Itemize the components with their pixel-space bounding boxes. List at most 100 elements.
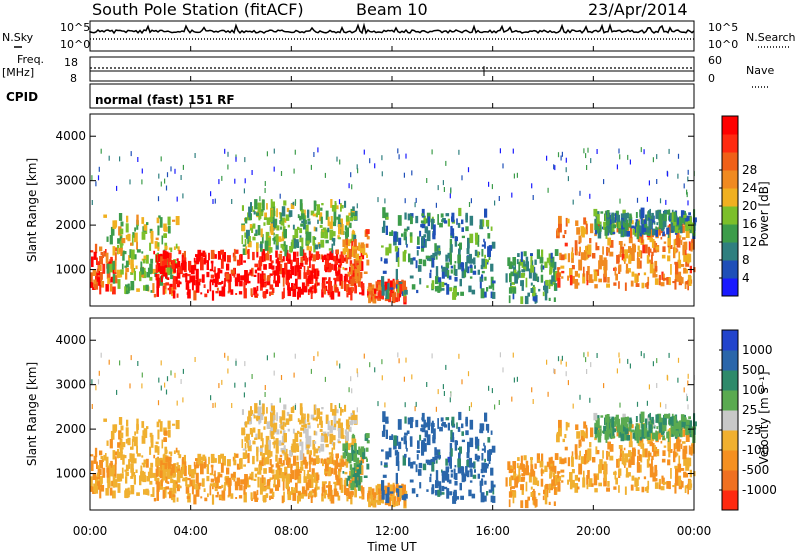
velocity-cell	[621, 457, 625, 465]
velocity-cell	[217, 486, 222, 489]
velocity-cell	[105, 456, 109, 468]
power-cell	[360, 271, 363, 279]
velocity-cell	[623, 433, 627, 441]
velocity-cell	[130, 355, 132, 361]
velocity-cell	[91, 460, 94, 471]
power-cell	[621, 246, 625, 257]
velocity-cell	[385, 493, 388, 504]
velocity-cell	[324, 491, 327, 499]
noise-right-tick-bottom: 10^0	[708, 38, 738, 51]
power-cell	[350, 263, 353, 275]
power-cell	[502, 163, 504, 169]
power-cell	[259, 244, 263, 248]
power-cell	[448, 275, 452, 280]
power-cell	[381, 286, 385, 296]
power-cell	[288, 269, 292, 279]
velocity-cell	[518, 466, 521, 476]
power-cell	[254, 263, 259, 268]
power-cell	[603, 221, 606, 230]
power-cell	[457, 222, 461, 228]
velocity-cell	[652, 432, 656, 440]
power-cell	[456, 218, 458, 225]
colorbar-segment	[722, 278, 738, 297]
velocity-cell	[161, 469, 166, 479]
power-cell	[616, 214, 620, 222]
velocity-cell	[392, 484, 396, 493]
power-cell	[161, 265, 166, 275]
power-cell	[628, 255, 632, 264]
velocity-cell	[263, 468, 267, 474]
velocity-cell	[333, 442, 336, 450]
power-cell	[491, 241, 496, 249]
velocity-cell	[381, 430, 386, 437]
velocity-cell	[93, 483, 97, 492]
power-y-axis-label: Slant Range [km]	[25, 158, 39, 262]
power-cell	[465, 262, 468, 273]
velocity-cell	[110, 460, 113, 468]
velocity-cell	[355, 448, 357, 458]
power-cell	[421, 246, 425, 252]
velocity-cell	[342, 443, 346, 452]
power-cell	[492, 280, 496, 284]
velocity-cell	[351, 480, 356, 488]
velocity-cell	[530, 464, 534, 472]
power-cell	[664, 209, 668, 214]
power-cell	[595, 269, 600, 276]
velocity-cell	[664, 413, 668, 418]
power-cell	[445, 160, 447, 166]
power-cell	[649, 208, 651, 217]
power-cell	[322, 255, 324, 263]
nsearch-label: N.Search	[746, 31, 796, 44]
power-cell	[484, 276, 487, 281]
power-cell	[276, 225, 280, 231]
power-cell	[281, 206, 286, 217]
power-cell	[330, 249, 334, 261]
velocity-cell	[100, 479, 103, 485]
velocity-cell	[353, 453, 358, 462]
power-cell	[354, 280, 357, 287]
power-cell	[292, 288, 297, 297]
velocity-cell	[278, 457, 282, 464]
power-cell	[384, 298, 389, 302]
velocity-cell	[267, 441, 271, 450]
power-cell	[620, 246, 624, 250]
velocity-cell	[153, 497, 157, 502]
power-cell	[294, 200, 296, 206]
power-cell	[647, 276, 650, 286]
power-cell	[331, 205, 335, 212]
velocity-cell	[660, 440, 663, 444]
velocity-cell	[548, 457, 552, 469]
power-cell	[209, 268, 213, 272]
velocity-cell	[139, 475, 142, 486]
power-cell	[220, 249, 224, 255]
power-cell	[258, 260, 262, 271]
velocity-cell	[598, 464, 602, 474]
velocity-cell	[415, 401, 417, 407]
power-cell	[553, 271, 557, 282]
power-cell	[320, 207, 323, 211]
power-cell	[668, 232, 671, 238]
power-cell	[405, 153, 407, 159]
power-cell	[651, 254, 653, 264]
velocity-cell	[90, 476, 93, 488]
velocity-cell	[673, 443, 676, 453]
power-cell	[648, 259, 652, 263]
velocity-cell	[167, 461, 170, 471]
power-cell	[459, 278, 462, 287]
power-cell	[98, 265, 102, 272]
colorbar-tick-label: 500	[742, 363, 765, 377]
colorbar-segment	[722, 116, 738, 135]
power-cell	[255, 212, 260, 216]
velocity-cell	[680, 414, 685, 422]
power-cell	[161, 235, 164, 245]
power-cell	[201, 252, 205, 257]
power-cell	[578, 251, 581, 256]
power-cell	[304, 258, 308, 265]
velocity-cell	[438, 481, 442, 487]
power-cell	[395, 297, 399, 303]
power-cell	[345, 255, 349, 264]
power-cell	[385, 225, 388, 235]
velocity-cell	[348, 484, 350, 488]
power-cell	[230, 289, 234, 295]
velocity-cell	[348, 416, 351, 420]
